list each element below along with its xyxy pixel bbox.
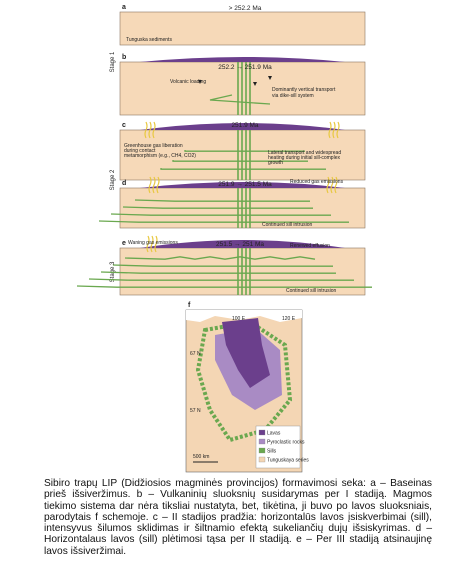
sill [110, 213, 331, 216]
figure: Stage 1 Stage 2 Stage 3 a b c d e > 252.2 Ma T… [76, 4, 372, 473]
age-label: > 252.2 Ma [229, 5, 262, 12]
gas-plume [152, 176, 156, 194]
lava-layer [140, 57, 345, 62]
sill [98, 220, 349, 223]
annotation: Greenhouse gas liberation [124, 143, 183, 149]
gas-plume [336, 121, 340, 139]
annotation: during contact [124, 148, 156, 154]
gas-plume [332, 121, 336, 139]
panel-letter: f [188, 302, 191, 309]
sill [209, 94, 271, 105]
annotation: growth [268, 160, 283, 166]
gas-plume [148, 121, 152, 139]
arrow [268, 76, 272, 80]
age-label: 251.9 Ma [231, 122, 258, 129]
arrow [198, 80, 202, 84]
coordinate-label: 100 E [232, 316, 246, 322]
legend-swatch [258, 429, 266, 436]
caption: Sibiro trapų LIP (Didžiosios magminės pr… [44, 478, 432, 557]
annotation: heating during initial sill-complex [268, 155, 340, 161]
gas-plume [326, 176, 330, 194]
arrow [253, 82, 257, 86]
panel-letter: e [122, 240, 126, 247]
lava-layer [140, 240, 345, 248]
coast [186, 310, 302, 322]
age-label: 251.9 → 251.5 Ma [218, 181, 272, 188]
panel-letter: d [122, 180, 126, 187]
panel-letter: c [122, 122, 126, 129]
gas-plume [334, 176, 338, 194]
gas-plume [330, 176, 334, 194]
sill [122, 206, 313, 209]
gas-plume [328, 121, 332, 139]
annotation: Dominantly vertical transport [272, 87, 336, 93]
sill [88, 278, 354, 281]
annotation: metamorphism (e.g., CH4, CO2) [124, 153, 196, 159]
annotation: Volcanic loading [170, 79, 206, 85]
lava-layer [140, 123, 345, 130]
gas-plume [156, 176, 160, 194]
section-box [119, 11, 366, 46]
stage-label: Stage 3 [110, 261, 116, 282]
annotation: Renewed effusion [290, 243, 330, 249]
coordinate-label: 120 E [282, 316, 296, 322]
gas-plume [150, 235, 154, 253]
coordinate-label: 67 N [190, 351, 201, 357]
annotation: Reduced gas emissions [290, 179, 344, 185]
age-label: 251.5 → 251 Ma [216, 241, 264, 248]
annotation: via dike-sill system [272, 93, 314, 99]
sill [100, 271, 336, 274]
annotation: Continued sill intrusion [262, 222, 313, 228]
gas-plume [154, 235, 158, 253]
gas-plume [144, 121, 148, 139]
legend-label: Pyroclastic rocks [267, 440, 305, 446]
panel-letter: b [122, 54, 126, 61]
annotation: Waning gas emissions [128, 240, 178, 246]
sill [184, 150, 305, 152]
annotation: Lateral transport and widespread [268, 150, 341, 156]
lava-area [222, 318, 270, 388]
legend-label: Sills [267, 449, 277, 455]
sill [160, 168, 326, 170]
gas-plume [148, 176, 152, 194]
sill [134, 199, 310, 202]
gas-plume [152, 121, 156, 139]
lava-layer [140, 182, 345, 188]
legend-label: Lavas [267, 431, 281, 437]
age-label: 252.2 → 251.9 Ma [218, 64, 272, 71]
sill [172, 160, 308, 162]
annotation: Continued sill intrusion [286, 288, 337, 294]
stage-label: Stage 2 [110, 169, 116, 190]
legend-swatch [258, 447, 266, 454]
legend-swatch [258, 456, 266, 463]
panel-letter: a [122, 4, 126, 11]
scale-label: 500 km [193, 454, 209, 460]
legend-swatch [258, 438, 266, 445]
legend-label: Tunguskaya series [267, 458, 309, 464]
sill [112, 264, 333, 267]
coordinate-label: 57 N [190, 408, 201, 414]
stage-label: Stage 1 [110, 51, 116, 72]
annotation: Tunguska sediments [126, 37, 172, 43]
sill [76, 285, 372, 288]
sill [124, 256, 316, 260]
gas-plume [146, 235, 150, 253]
